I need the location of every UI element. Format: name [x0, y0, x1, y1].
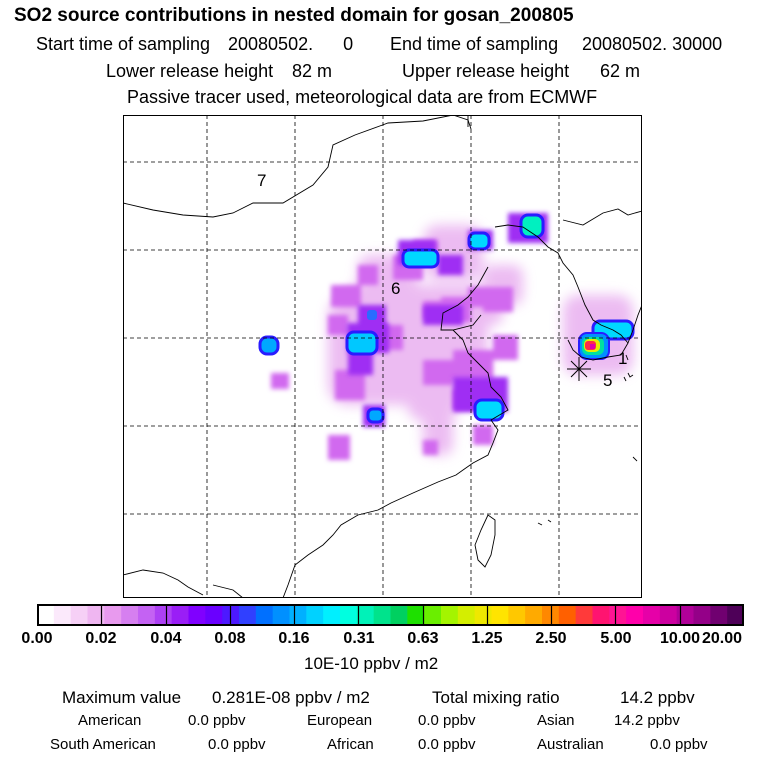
region-value: 0.0 ppbv	[418, 736, 476, 753]
end-time-label: End time of sampling	[390, 34, 559, 54]
colorbar-border	[37, 604, 744, 626]
colorbar-swatch	[87, 604, 105, 626]
colorbar-tick: 1.25	[471, 630, 503, 647]
plot-title: SO2 source contributions in nested domai…	[14, 5, 574, 26]
map-svg	[123, 115, 642, 598]
colorbar	[37, 604, 744, 626]
colorbar-tick: 0.04	[150, 630, 182, 647]
end-time-value: 20080502. 30000	[582, 34, 723, 54]
colorbar-tick: 20.00	[701, 630, 743, 647]
colorbar-swatch	[188, 604, 206, 626]
colorbar-tick: 5.00	[600, 630, 632, 647]
colorbar-swatch	[491, 604, 509, 626]
lower-height-value: 82 m	[292, 61, 333, 81]
upper-height-value: 62 m	[600, 61, 641, 81]
region-label-1: 1	[618, 349, 628, 368]
colorbar-tick: 0.08	[214, 630, 246, 647]
region-value: 0.0 ppbv	[650, 736, 708, 753]
map-panel: 7 6 1 5	[123, 115, 642, 598]
region-value: 0.0 ppbv	[418, 712, 476, 729]
colorbar-swatch	[306, 604, 324, 626]
start-time-value: 20080502. 0	[228, 34, 354, 54]
region-name: American	[78, 712, 142, 729]
coastlines	[123, 115, 642, 598]
total-mixing-value: 14.2 ppbv	[620, 688, 695, 707]
max-value-label: Maximum value	[62, 688, 182, 707]
colorbar-swatch	[457, 604, 476, 626]
concentration-field-mid	[271, 240, 518, 460]
colorbar-swatch	[424, 604, 442, 626]
total-mixing-label: Total mixing ratio	[432, 688, 560, 707]
colorbar-swatch	[53, 604, 72, 626]
colorbar-tick: 10.00	[659, 630, 701, 647]
region-name: African	[327, 736, 374, 753]
colorbar-swatch	[676, 604, 695, 626]
colorbar-swatch	[289, 604, 307, 626]
region-label-5: 5	[603, 371, 613, 390]
asterisk-icon	[567, 357, 591, 381]
colorbar-swatch	[239, 604, 257, 626]
colorbar-swatch	[37, 604, 55, 626]
colorbar-swatch	[255, 604, 274, 626]
region-label-6: 6	[391, 279, 401, 298]
colorbar-swatch	[138, 604, 156, 626]
region-value: 0.0 ppbv	[188, 712, 246, 729]
colorbar-swatch	[373, 604, 392, 626]
concentration-hotspot	[578, 332, 610, 360]
colorbar-swatch	[659, 604, 678, 626]
colorbar-swatch	[323, 604, 341, 626]
colorbar-tick: 0.02	[85, 630, 117, 647]
colorbar-swatch	[643, 604, 661, 626]
colorbar-swatch	[727, 604, 744, 626]
colorbar-swatch	[171, 604, 190, 626]
colorbar-units: 10E-10 ppbv / m2	[304, 654, 439, 673]
colorbar-swatch	[626, 604, 644, 626]
colorbar-swatch	[104, 604, 122, 626]
colorbar-swatch	[508, 604, 526, 626]
colorbar-swatch	[356, 604, 375, 626]
colorbar-swatch	[205, 604, 223, 626]
colorbar-swatch	[121, 604, 139, 626]
colorbar-swatch	[407, 604, 425, 626]
region-name: European	[307, 712, 373, 729]
map-border	[123, 115, 642, 598]
region-label-7: 7	[257, 171, 267, 190]
colorbar-swatch	[525, 604, 543, 626]
lower-height-label: Lower release height	[106, 61, 274, 81]
colorbar-tick: 0.16	[278, 630, 310, 647]
region-name: Asian	[537, 712, 575, 729]
colorbar-swatch	[154, 604, 173, 626]
colorbar-swatch	[693, 604, 711, 626]
colorbar-swatch	[441, 604, 459, 626]
colorbar-swatch	[340, 604, 358, 626]
colorbar-tick: 0.63	[407, 630, 439, 647]
region-name: Australian	[537, 736, 604, 753]
colorbar-swatch	[592, 604, 610, 626]
colorbar-tick: 0.31	[343, 630, 375, 647]
colorbar-swatch	[609, 604, 627, 626]
max-value: 0.281E-08 ppbv / m2	[212, 688, 370, 707]
region-value: 14.2 ppbv	[614, 712, 680, 729]
colorbar-swatch	[272, 604, 291, 626]
region-value: 0.0 ppbv	[208, 736, 266, 753]
tracer-note: Passive tracer used, meteorological data…	[127, 87, 598, 107]
colorbar-swatch	[390, 604, 408, 626]
upper-height-label: Upper release height	[402, 61, 570, 81]
colorbar-swatch	[558, 604, 577, 626]
region-name: South American	[50, 736, 156, 753]
colorbar-swatch	[542, 604, 560, 626]
lat-lon-grid	[123, 115, 642, 598]
colorbar-swatch	[710, 604, 728, 626]
colorbar-swatch	[474, 604, 493, 626]
colorbar-swatch	[575, 604, 594, 626]
colorbar-tick: 0.00	[21, 630, 53, 647]
colorbar-tick: 2.50	[535, 630, 567, 647]
start-time-label: Start time of sampling	[36, 34, 211, 54]
colorbar-swatch	[70, 604, 89, 626]
